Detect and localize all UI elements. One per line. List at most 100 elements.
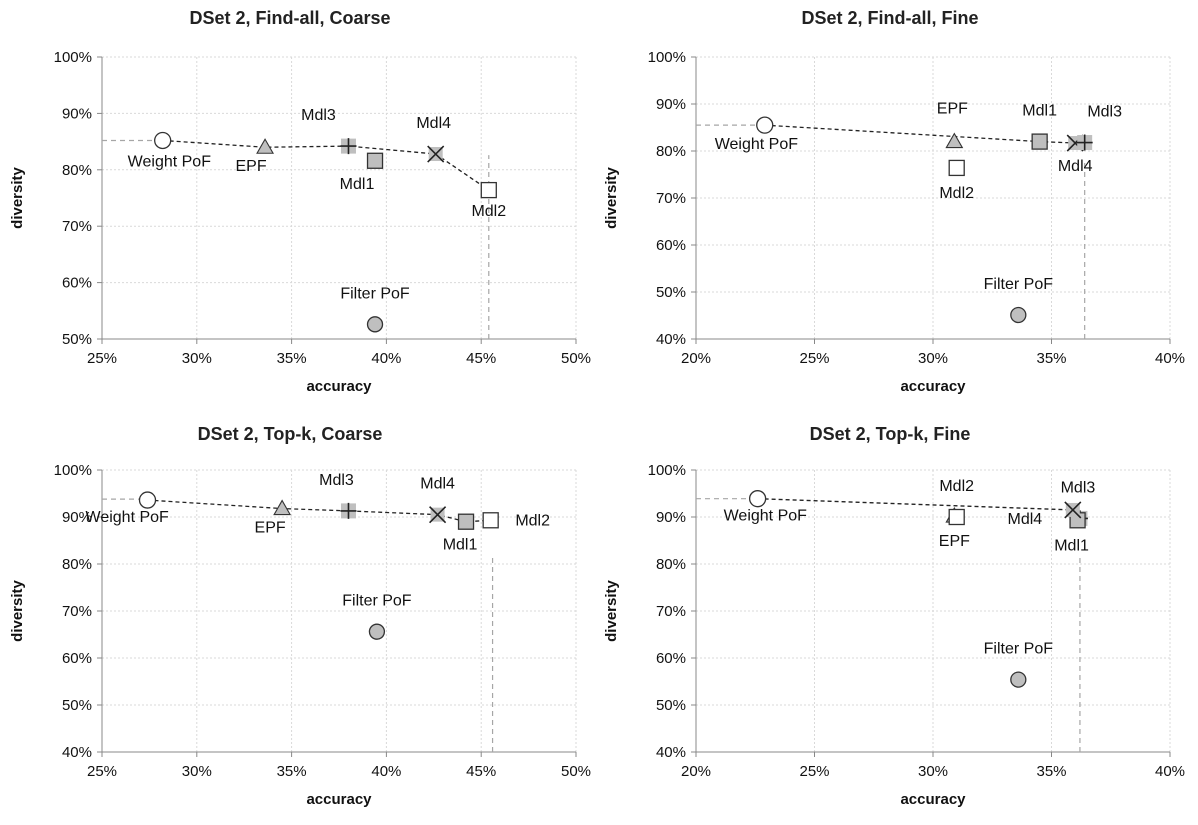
pareto-frontier-line: [162, 139, 490, 191]
data-point-epf: [256, 138, 275, 154]
x-tick-label: 25%: [799, 350, 829, 367]
data-label-mdl3: Mdl3: [1061, 479, 1096, 496]
x-tick-label: 25%: [87, 763, 117, 780]
data-label-weight-pof: Weight PoF: [86, 509, 170, 526]
y-tick-label: 80%: [656, 143, 686, 160]
y-tick-label: 40%: [62, 744, 92, 761]
x-tick-label: 35%: [277, 763, 307, 780]
y-tick-label: 60%: [62, 650, 92, 667]
data-point-mdl2: [948, 159, 965, 177]
data-point-filter-pof: [1010, 671, 1027, 688]
data-label-filter-pof: Filter PoF: [342, 593, 412, 610]
data-point-filter-pof: [366, 316, 384, 333]
y-axis-label: diversity: [9, 166, 26, 228]
x-tick-label: 25%: [87, 350, 117, 367]
data-label-filter-pof: Filter PoF: [340, 285, 410, 302]
data-label-mdl1: Mdl1: [1022, 103, 1057, 120]
y-tick-label: 60%: [656, 650, 686, 667]
y-tick-label: 50%: [656, 284, 686, 301]
data-point-mdl2: [482, 512, 499, 529]
x-tick-label: 35%: [1036, 763, 1066, 780]
data-label-mdl2: Mdl2: [939, 185, 974, 202]
data-label-weight-pof: Weight PoF: [724, 508, 808, 525]
x-tick-label: 30%: [918, 763, 948, 780]
data-label-epf: EPF: [937, 101, 968, 118]
y-tick-label: 90%: [62, 105, 92, 122]
data-label-mdl2: Mdl2: [939, 478, 974, 495]
y-tick-label: 70%: [62, 603, 92, 620]
y-tick-label: 50%: [62, 331, 92, 348]
x-tick-label: 40%: [371, 350, 401, 367]
data-point-weight-pof: [154, 131, 172, 150]
data-point-epf: [945, 132, 964, 149]
data-label-mdl4: Mdl4: [1007, 511, 1042, 528]
data-label-mdl3: Mdl3: [301, 107, 336, 124]
data-label-mdl1: Mdl1: [340, 176, 375, 193]
chart-title: DSet 2, Find-all, Coarse: [189, 8, 390, 28]
y-tick-label: 70%: [656, 603, 686, 620]
x-axis-label: accuracy: [900, 791, 966, 808]
y-tick-label: 90%: [656, 509, 686, 526]
x-tick-label: 50%: [561, 763, 591, 780]
x-tick-label: 45%: [466, 763, 496, 780]
chart-title: DSet 2, Top-k, Fine: [810, 424, 971, 444]
y-tick-label: 100%: [648, 462, 686, 479]
data-point-weight-pof: [138, 491, 157, 509]
data-label-epf: EPF: [939, 533, 970, 550]
pareto-frontier-line: [757, 498, 1073, 511]
chart-panel-4: DSet 2, Top-k, Fine 20% 25% 30% 35% 40% 40% 50%…: [603, 424, 1185, 808]
data-point-mdl4-cross: [429, 506, 447, 524]
data-point-epf: [273, 499, 292, 516]
y-tick-label: 100%: [54, 462, 92, 479]
data-label-mdl1: Mdl1: [443, 537, 478, 554]
data-point-mdl3: [1076, 134, 1093, 151]
data-label-mdl1: Mdl1: [1054, 537, 1089, 554]
x-tick-label: 40%: [1155, 350, 1185, 367]
data-point-mdl4: [1064, 501, 1082, 519]
x-tick-label: 20%: [681, 350, 711, 367]
data-point-mdl4: [429, 506, 447, 524]
data-label-weight-pof: Weight PoF: [128, 153, 212, 170]
data-label-mdl4: Mdl4: [1058, 158, 1093, 175]
data-label-mdl3: Mdl3: [319, 472, 354, 489]
data-point-filter-pof: [368, 623, 386, 640]
y-tick-label: 90%: [656, 96, 686, 113]
x-tick-label: 30%: [918, 350, 948, 367]
x-tick-label: 35%: [1036, 350, 1066, 367]
data-point-mdl4-cross: [1064, 501, 1082, 519]
data-point-weight-pof: [756, 116, 774, 134]
data-point-filter-pof: [1010, 306, 1027, 324]
y-tick-label: 50%: [656, 697, 686, 714]
chart-title: DSet 2, Find-all, Fine: [801, 8, 978, 28]
data-point-mdl1: [366, 152, 384, 169]
data-point-weight-pof: [748, 490, 767, 508]
data-point-mdl1: [1031, 133, 1048, 150]
data-point-mdl3: [340, 138, 357, 155]
y-tick-label: 100%: [54, 49, 92, 66]
y-axis-label: diversity: [9, 579, 26, 641]
x-tick-label: 35%: [277, 350, 307, 367]
y-tick-label: 60%: [656, 237, 686, 254]
x-axis-label: accuracy: [306, 791, 372, 808]
data-label-epf: EPF: [255, 520, 286, 537]
y-tick-label: 80%: [62, 162, 92, 179]
chart-panel-2: DSet 2, Find-all, Fine 20% 25% 30% 35% 40% 40%…: [603, 8, 1185, 395]
data-point-mdl3: [340, 502, 357, 519]
data-label-mdl2: Mdl2: [515, 512, 550, 529]
x-tick-label: 40%: [1155, 763, 1185, 780]
x-tick-label: 40%: [371, 763, 401, 780]
x-tick-label: 45%: [466, 350, 496, 367]
y-tick-label: 90%: [62, 509, 92, 526]
data-point-mdl3-cross: [340, 138, 357, 155]
x-tick-label: 20%: [681, 763, 711, 780]
data-point-mdl1: [457, 513, 475, 530]
chart-panel-1: DSet 2, Find-all, Coarse 25% 30% 35% 40% 45% 5…: [9, 8, 591, 395]
y-tick-label: 70%: [62, 218, 92, 235]
y-tick-label: 60%: [62, 275, 92, 292]
data-label-filter-pof: Filter PoF: [984, 276, 1054, 293]
x-tick-label: 30%: [182, 350, 212, 367]
x-tick-label: 50%: [561, 350, 591, 367]
y-axis-label: diversity: [603, 579, 620, 641]
x-axis-label: accuracy: [306, 378, 372, 395]
